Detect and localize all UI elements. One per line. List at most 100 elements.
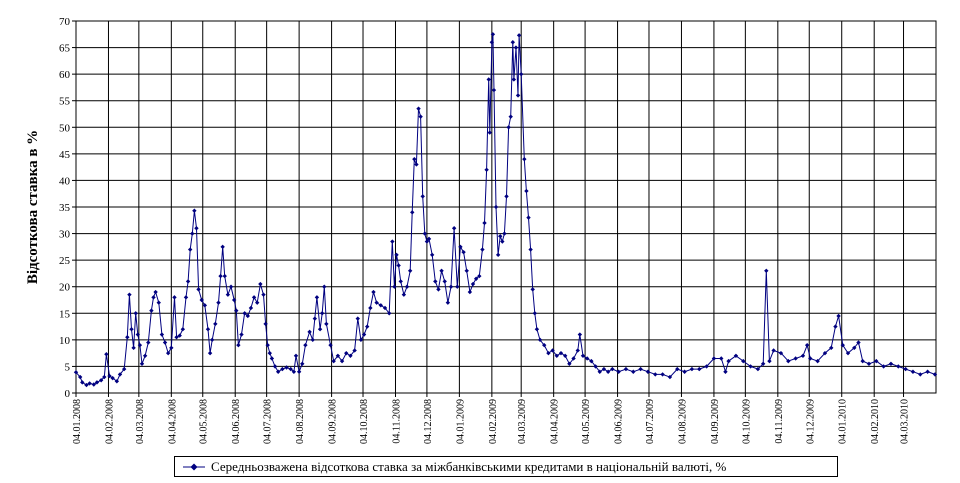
data-point: [786, 358, 791, 364]
data-point: [528, 247, 533, 252]
data-point: [653, 372, 658, 377]
data-point: [261, 292, 266, 297]
data-point: [416, 106, 421, 111]
data-point: [156, 300, 161, 305]
y-tick-label: 5: [65, 361, 71, 373]
data-point: [117, 372, 123, 377]
data-point: [575, 348, 580, 353]
x-tick-label: 04.09.2008: [328, 399, 339, 444]
data-point: [903, 366, 908, 372]
data-point: [493, 204, 499, 210]
x-tick-label: 04.12.2009: [805, 399, 816, 444]
data-point: [174, 335, 179, 340]
data-point: [165, 350, 171, 356]
data-point: [77, 374, 83, 380]
data-point: [524, 188, 529, 194]
x-tick-label: 04.12.2008: [423, 399, 434, 444]
data-point: [433, 279, 438, 284]
data-point: [387, 311, 392, 316]
data-point: [442, 279, 447, 284]
data-point: [723, 369, 728, 374]
data-point: [856, 340, 861, 345]
data-point: [196, 287, 201, 292]
x-tick-label: 04.06.2009: [614, 399, 625, 444]
data-point: [159, 332, 165, 337]
data-point: [470, 281, 476, 287]
data-point: [190, 231, 195, 236]
data-point: [567, 361, 572, 366]
data-point: [412, 156, 417, 162]
data-point: [401, 292, 407, 297]
data-point: [733, 353, 739, 358]
data-point: [487, 130, 492, 135]
data-point: [522, 156, 527, 162]
data-point: [822, 350, 828, 356]
x-tick-label: 04.11.2008: [391, 399, 402, 444]
x-tick-label: 04.05.2009: [581, 399, 592, 444]
data-point: [932, 372, 938, 377]
data-point: [125, 335, 130, 340]
data-point: [374, 300, 379, 305]
data-point: [550, 348, 555, 353]
data-point: [840, 342, 845, 348]
data-point: [631, 369, 636, 374]
data-point: [682, 369, 687, 374]
data-point: [390, 239, 395, 244]
data-point: [760, 361, 766, 366]
data-point: [269, 356, 275, 361]
legend: Середньозважена відсоткова ставка за між…: [174, 456, 838, 477]
data-point: [392, 284, 397, 289]
data-point: [231, 297, 237, 303]
data-point: [263, 321, 268, 327]
data-point: [860, 358, 865, 364]
data-point: [361, 332, 367, 337]
data-point: [194, 226, 199, 231]
data-point: [177, 333, 182, 338]
data-point: [489, 40, 495, 45]
data-point: [153, 289, 158, 295]
data-point: [896, 364, 901, 369]
data-point: [793, 356, 798, 361]
x-tick-label: 04.07.2009: [645, 399, 656, 444]
data-point: [667, 374, 673, 380]
data-point: [815, 358, 820, 364]
data-point: [764, 268, 769, 273]
x-tick-label: 04.04.2008: [167, 399, 178, 444]
data-point: [245, 313, 250, 319]
data-point: [202, 303, 208, 308]
data-point: [275, 369, 281, 374]
data-point: [516, 33, 522, 38]
data-point: [255, 300, 260, 305]
data-point: [80, 380, 85, 385]
x-tick-label: 04.11.2009: [774, 399, 785, 444]
data-point: [213, 321, 218, 327]
legend-label: Середньозважена відсоткова ставка за між…: [211, 458, 727, 474]
data-point: [429, 252, 435, 258]
data-point: [398, 279, 403, 284]
data-point: [267, 350, 272, 356]
data-point: [580, 353, 586, 358]
legend-marker-icon: [183, 463, 205, 470]
y-tick-label: 55: [59, 96, 71, 108]
data-point: [571, 356, 576, 361]
data-point: [378, 303, 384, 308]
y-tick-label: 30: [59, 229, 71, 241]
data-point: [829, 345, 834, 351]
plot-area: [75, 20, 937, 394]
data-point: [216, 300, 221, 305]
data-point: [439, 268, 444, 273]
x-tick-label: 04.01.2009: [455, 399, 466, 444]
data-point: [461, 249, 466, 255]
data-point: [660, 372, 665, 377]
y-tick-label: 65: [59, 43, 71, 55]
data-point: [623, 366, 629, 372]
y-tick-label: 45: [59, 149, 71, 161]
data-point: [778, 350, 784, 356]
x-tick-label: 04.03.2008: [135, 399, 146, 444]
data-point: [234, 308, 239, 313]
data-point: [110, 375, 115, 381]
data-point: [881, 364, 886, 369]
data-point: [172, 295, 177, 300]
data-point: [288, 366, 293, 372]
data-point: [638, 366, 643, 372]
